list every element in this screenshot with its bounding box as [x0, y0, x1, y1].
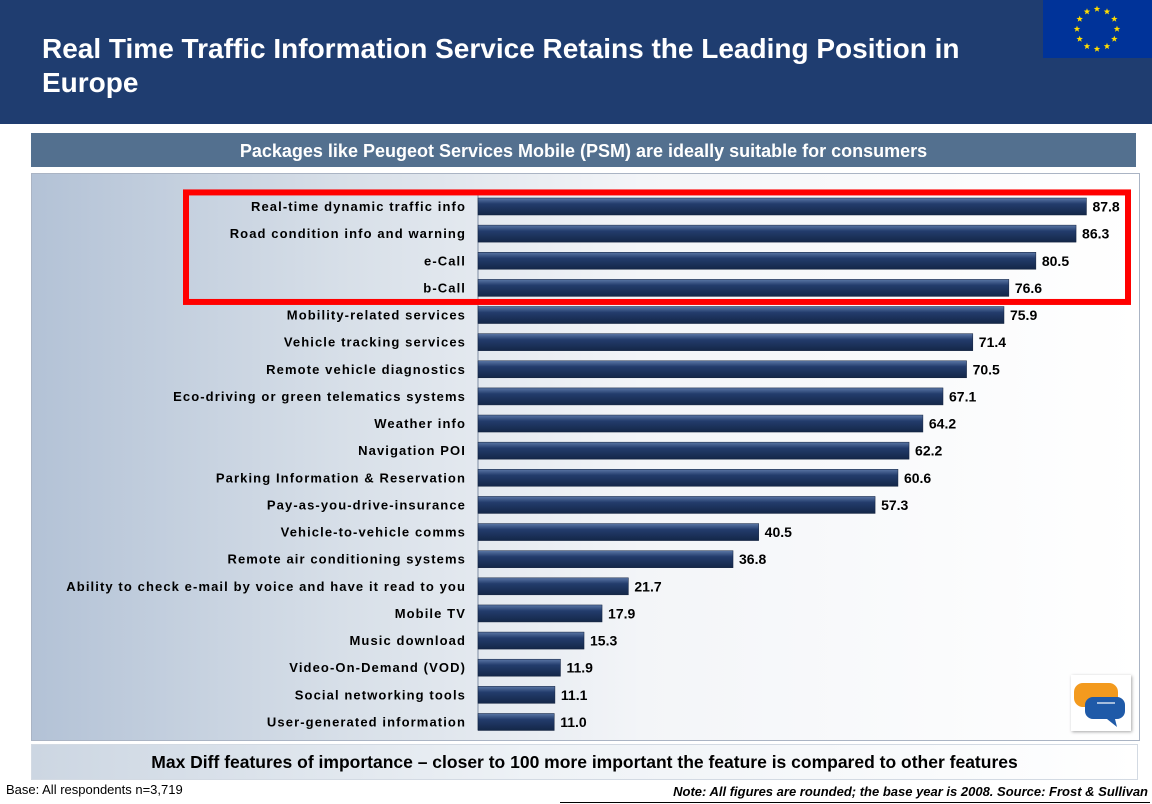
flag-star	[1103, 8, 1111, 15]
bar	[477, 414, 924, 433]
value-label: 36.8	[739, 551, 766, 567]
value-label: 75.9	[1010, 307, 1037, 323]
flag-star	[1083, 42, 1091, 50]
bar	[477, 604, 603, 623]
chart-panel: Real-time dynamic traffic info 87.8 Road c…	[31, 173, 1140, 741]
flag-star	[1073, 25, 1081, 32]
category-label: b-Call	[423, 280, 466, 295]
flag-star	[1083, 8, 1091, 15]
value-label: 64.2	[929, 416, 956, 432]
category-label: Remote air conditioning systems	[227, 552, 466, 567]
page-title: Real Time Traffic Information Service Re…	[42, 33, 960, 98]
value-label: 62.2	[915, 443, 942, 459]
bar	[477, 577, 629, 596]
header-banner	[0, 0, 1152, 124]
category-label: Music download	[349, 633, 466, 648]
bar	[477, 713, 555, 731]
category-label: Video-On-Demand (VOD)	[289, 660, 466, 675]
bar	[477, 441, 910, 460]
category-label: Social networking tools	[295, 687, 466, 702]
flag-star	[1111, 35, 1118, 42]
bar	[477, 631, 585, 650]
value-label: 80.5	[1042, 253, 1069, 269]
value-label: 60.6	[904, 470, 931, 486]
bar	[477, 550, 734, 568]
flag-star	[1076, 15, 1083, 22]
category-label: Remote vehicle diagnostics	[266, 362, 466, 377]
value-label: 67.1	[949, 388, 976, 404]
category-label: Road condition info and warning	[230, 226, 466, 241]
category-label: Eco-driving or green telematics systems	[173, 389, 466, 404]
value-label: 71.4	[979, 334, 1006, 350]
value-label: 57.3	[881, 497, 908, 513]
category-label: Navigation POI	[358, 443, 466, 458]
eu-flag-icon	[1043, 0, 1152, 58]
base-note: Base: All respondents n=3,719	[6, 782, 183, 797]
flag-star	[1093, 5, 1101, 12]
source-note: Note: All figures are rounded; the base …	[673, 784, 1148, 799]
value-label: 21.7	[634, 578, 661, 594]
category-label: Real-time dynamic traffic info	[251, 199, 466, 214]
category-label: Mobile TV	[395, 606, 466, 621]
value-label: 40.5	[765, 524, 792, 540]
chart-caption: Max Diff features of importance – closer…	[31, 744, 1138, 780]
value-label: 86.3	[1082, 226, 1109, 242]
flag-star	[1093, 45, 1101, 52]
bar	[477, 279, 1010, 297]
flag-star	[1111, 15, 1118, 22]
bar	[477, 333, 974, 351]
value-label: 15.3	[590, 633, 617, 649]
speech-bubbles-logo-icon	[1071, 675, 1131, 731]
category-label: Vehicle tracking services	[284, 335, 466, 350]
flag-star	[1103, 42, 1111, 50]
bar	[477, 252, 1037, 270]
bar	[477, 523, 759, 541]
bar	[477, 496, 876, 514]
bar	[477, 197, 1087, 216]
flag-star	[1113, 25, 1121, 32]
category-label: User-generated information	[267, 714, 466, 729]
category-label: Ability to check e-mail by voice and hav…	[66, 579, 466, 594]
category-label: Parking Information & Reservation	[216, 470, 466, 485]
flag-star	[1076, 35, 1083, 42]
category-label: e-Call	[424, 253, 466, 268]
value-label: 11.9	[566, 660, 593, 676]
bar	[477, 387, 944, 406]
value-label: 76.6	[1015, 280, 1042, 296]
bar	[477, 469, 899, 487]
bar	[477, 686, 556, 704]
bar	[477, 658, 561, 677]
category-label: Vehicle-to-vehicle comms	[281, 525, 466, 540]
value-label: 11.1	[561, 687, 588, 703]
divider	[560, 802, 1150, 803]
bar-chart: Real-time dynamic traffic info 87.8 Road c…	[66, 189, 1131, 731]
category-label: Weather info	[374, 416, 466, 431]
category-label: Mobility-related services	[287, 308, 466, 323]
value-label: 11.0	[560, 714, 587, 730]
value-label: 70.5	[973, 361, 1000, 377]
bar	[477, 360, 967, 379]
value-label: 17.9	[608, 605, 635, 621]
bar	[477, 306, 1005, 324]
bar	[477, 224, 1077, 243]
highlight-box	[183, 189, 1131, 305]
chart-subtitle: Packages like Peugeot Services Mobile (P…	[31, 133, 1136, 167]
value-label: 87.8	[1092, 199, 1119, 215]
category-label: Pay-as-you-drive-insurance	[267, 497, 466, 512]
